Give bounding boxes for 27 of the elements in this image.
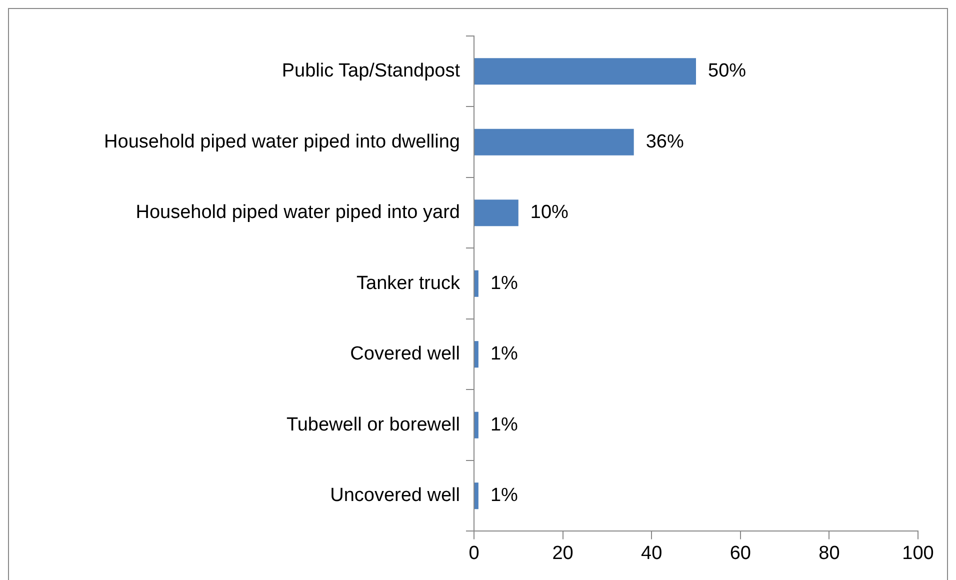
bar [474, 128, 634, 156]
x-tick-label: 40 [641, 542, 662, 564]
y-tick-label: Household piped water piped into yard [136, 202, 460, 224]
bar [474, 482, 478, 510]
y-tick-label: Tanker truck [356, 272, 460, 294]
x-tick-label: 20 [552, 542, 574, 564]
y-tick-label: Tubewell or borewell [286, 414, 460, 436]
x-tick-label: 0 [468, 542, 480, 564]
bar [474, 341, 478, 368]
data-label: 1% [490, 485, 518, 506]
bar [474, 58, 696, 85]
data-label: 36% [646, 131, 684, 152]
y-tick-label: Covered well [350, 344, 460, 365]
y-tick-label: Household piped water piped into dwelling [104, 131, 460, 152]
data-label: 1% [490, 272, 518, 294]
x-tick-label: 80 [818, 542, 840, 564]
x-tick-label: 100 [902, 542, 934, 564]
bar [474, 412, 478, 438]
data-label: 1% [490, 344, 518, 365]
bar [474, 200, 518, 226]
y-tick-label: Public Tap/Standpost [282, 60, 461, 82]
data-label: 10% [530, 202, 569, 224]
bar [474, 270, 478, 297]
data-label: 1% [490, 414, 518, 436]
data-label: 50% [708, 60, 746, 82]
y-tick-label: Uncovered well [330, 485, 460, 506]
x-tick-label: 60 [730, 542, 751, 564]
